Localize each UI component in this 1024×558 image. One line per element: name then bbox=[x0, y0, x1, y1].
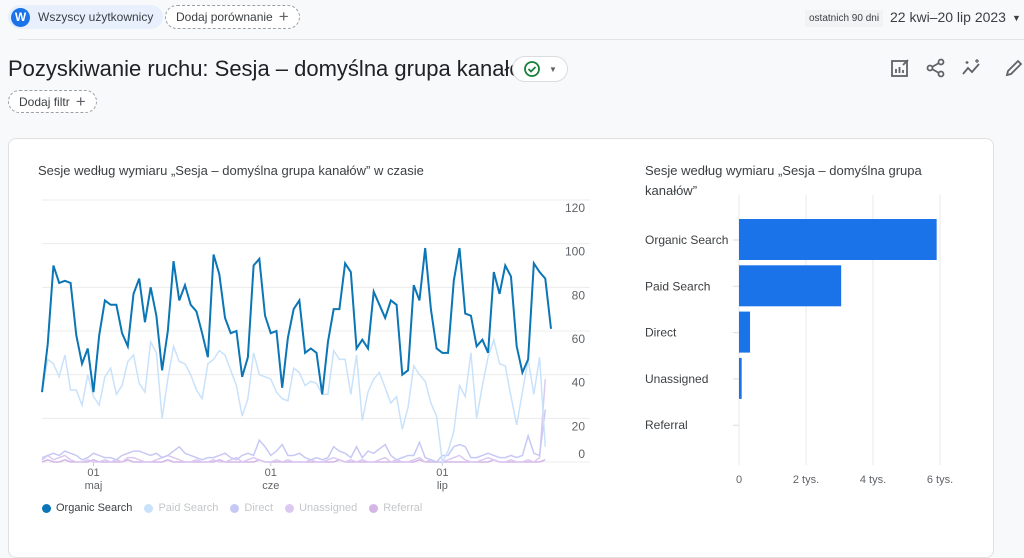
legend-label: Paid Search bbox=[158, 502, 219, 514]
pencil-icon bbox=[1005, 59, 1023, 77]
customize-report-button[interactable] bbox=[888, 56, 912, 80]
legend-item[interactable]: Direct bbox=[230, 502, 273, 514]
legend-dot bbox=[369, 503, 379, 513]
legend-item[interactable]: Unassigned bbox=[285, 502, 357, 514]
report-card bbox=[8, 138, 994, 558]
x-tick-month: lip bbox=[437, 480, 448, 492]
caret-down-icon: ▼ bbox=[549, 64, 557, 74]
divider bbox=[18, 39, 1024, 40]
x-tick-day: 01 bbox=[265, 467, 277, 479]
bar-category-label: Referral bbox=[645, 418, 688, 432]
bar-category-label: Paid Search bbox=[645, 279, 710, 293]
legend-dot bbox=[285, 503, 295, 513]
y-tick-label: 60 bbox=[572, 332, 586, 346]
legend-dot bbox=[230, 503, 240, 513]
legend-item[interactable]: Organic Search bbox=[42, 502, 132, 514]
line-chart-legend: Organic Search Paid Search Direct Unassigne… bbox=[42, 502, 422, 514]
legend-label: Referral bbox=[383, 502, 423, 514]
bar-category-label: Organic Search bbox=[645, 233, 728, 247]
y-tick-label: 100 bbox=[565, 245, 585, 259]
bar-category-label: Direct bbox=[645, 326, 677, 340]
x-tick-day: 01 bbox=[87, 467, 99, 479]
date-preset-badge: ostatnich 90 dni bbox=[805, 10, 884, 27]
segment-avatar: W bbox=[11, 7, 30, 27]
share-icon bbox=[926, 58, 945, 78]
bar bbox=[739, 219, 937, 260]
insights-button[interactable] bbox=[960, 56, 984, 80]
check-circle-icon bbox=[524, 61, 540, 77]
bar-chart-title: Sesje według wymiaru „Sesja – domyślna g… bbox=[645, 163, 922, 198]
y-tick-label: 120 bbox=[565, 201, 585, 215]
add-filter-label: Dodaj filtr bbox=[19, 94, 70, 109]
series-line-paid-search bbox=[41, 336, 547, 465]
x-tick-label: 2 tys. bbox=[793, 474, 819, 486]
series-line-unassigned bbox=[41, 378, 547, 463]
insights-icon bbox=[962, 59, 980, 75]
edit-button[interactable] bbox=[1002, 56, 1024, 80]
line-chart-title: Sesje według wymiaru „Sesja – domyślna g… bbox=[38, 163, 424, 178]
date-range-picker[interactable]: 22 kwi–20 lip 2023 ▼ bbox=[890, 9, 1021, 25]
x-tick-label: 6 tys. bbox=[927, 474, 953, 486]
x-tick-day: 01 bbox=[436, 467, 448, 479]
legend-label: Direct bbox=[244, 502, 274, 514]
y-tick-label: 80 bbox=[572, 288, 586, 302]
legend-label: Unassigned bbox=[299, 502, 358, 514]
legend-dot bbox=[42, 503, 51, 513]
plus-icon: + bbox=[278, 7, 289, 26]
segment-chip[interactable]: W Wszyscy użytkownicy bbox=[8, 5, 164, 29]
bar bbox=[739, 265, 842, 307]
y-tick-label: 0 bbox=[578, 447, 585, 461]
add-filter-button[interactable]: Dodaj filtr + bbox=[8, 90, 97, 113]
series-line-organic-search bbox=[41, 247, 552, 395]
plus-icon: + bbox=[75, 91, 86, 111]
legend-item[interactable]: Paid Search bbox=[144, 502, 218, 514]
bar bbox=[739, 311, 751, 353]
series-line-direct bbox=[41, 409, 547, 463]
status-dropdown[interactable]: ▼ bbox=[512, 56, 568, 82]
y-tick-label: 20 bbox=[572, 419, 586, 433]
segment-label: Wszyscy użytkownicy bbox=[38, 10, 154, 24]
toolbar bbox=[888, 56, 1024, 80]
x-tick-month: cze bbox=[262, 480, 279, 492]
caret-down-icon: ▼ bbox=[1011, 13, 1021, 23]
x-tick-month: maj bbox=[85, 480, 103, 492]
share-button[interactable] bbox=[924, 56, 948, 80]
legend-dot bbox=[144, 503, 154, 513]
x-tick-label: 0 bbox=[736, 474, 742, 486]
legend-item[interactable]: Referral bbox=[369, 502, 422, 514]
legend-label: Organic Search bbox=[56, 502, 133, 514]
date-range: 22 kwi–20 lip 2023 bbox=[890, 9, 1006, 25]
x-tick-label: 4 tys. bbox=[860, 474, 886, 486]
add-comparison-button[interactable]: Dodaj porównanie + bbox=[165, 5, 300, 29]
bar bbox=[739, 357, 742, 399]
y-tick-label: 40 bbox=[572, 376, 586, 390]
add-comparison-label: Dodaj porównanie bbox=[176, 10, 273, 24]
bar-category-label: Unassigned bbox=[645, 372, 708, 386]
edit-chart-icon bbox=[891, 59, 909, 77]
page-title: Pozyskiwanie ruchu: Sesja – domyślna gru… bbox=[8, 56, 538, 81]
